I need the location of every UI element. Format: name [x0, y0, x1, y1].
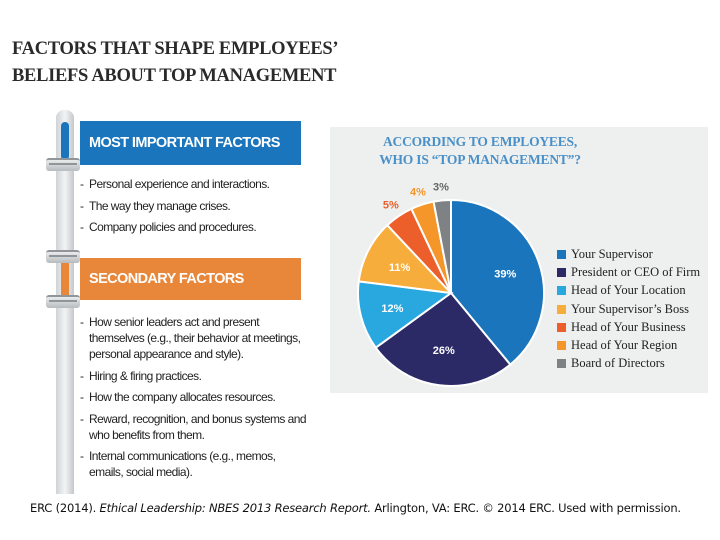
title-line-2: BELIEFS ABOUT TOP MANAGEMENT — [12, 66, 337, 86]
most-important-heading: MOST IMPORTANT FACTORS — [80, 121, 301, 165]
legend-label: Your Supervisor — [571, 246, 653, 261]
pie-slice — [374, 291, 512, 387]
legend-item: President or CEO of Firm — [557, 263, 700, 281]
legend-label: Head of Your Region — [571, 338, 678, 353]
secondary-heading: SECONDARY FACTORS — [80, 258, 301, 300]
pie-chart: 39% 26% 12% 11% 5% 4% 3% — [357, 182, 545, 387]
list-item: Company policies and procedures. — [80, 219, 310, 235]
pie-slice — [432, 198, 452, 294]
chart-legend: Your Supervisor President or CEO of Firm H… — [557, 245, 700, 373]
page-title: FACTORS THAT SHAPE EMPLOYEES’ BELIEFS AB… — [12, 36, 339, 90]
legend-item: Your Supervisor — [557, 245, 700, 263]
rail-clamp — [46, 158, 80, 171]
data-label: 11% — [389, 262, 411, 274]
citation-suffix: Arlington, VA: ERC. © 2014 ERC. Used wit… — [374, 501, 681, 515]
citation-prefix: ERC (2014). — [30, 501, 97, 515]
data-label: 3% — [433, 182, 449, 194]
legend-item: Your Supervisor’s Boss — [557, 300, 700, 318]
citation: ERC (2014). Ethical Leadership: NBES 201… — [30, 501, 681, 515]
pie-slice — [357, 280, 454, 350]
list-item: Hiring & firing practices. — [80, 368, 310, 384]
list-item: How the company allocates resources. — [80, 389, 310, 405]
legend-item: Head of Your Location — [557, 282, 700, 300]
rail-accent-blue — [61, 122, 69, 160]
citation-work: Ethical Leadership: NBES 2013 Research R… — [99, 501, 372, 515]
title-line-1: FACTORS THAT SHAPE EMPLOYEES’ — [12, 39, 339, 59]
data-label: 26% — [433, 345, 455, 357]
legend-item: Head of Your Business — [557, 318, 700, 336]
rail-clamp — [46, 250, 80, 263]
most-important-list: Personal experience and interactions. Th… — [80, 176, 310, 241]
list-item: Personal experience and interactions. — [80, 176, 310, 192]
chart-title-line-1: ACCORDING TO EMPLOYEES, — [382, 134, 578, 149]
legend-swatch — [557, 322, 566, 332]
data-label: 5% — [383, 200, 399, 212]
list-item: How senior leaders act and present thems… — [80, 314, 310, 362]
list-item: Reward, recognition, and bonus systems a… — [80, 411, 310, 443]
data-label: 4% — [410, 186, 426, 198]
legend-label: Your Supervisor’s Boss — [571, 301, 689, 316]
legend-item: Head of Your Region — [557, 336, 700, 354]
legend-swatch — [557, 267, 566, 277]
data-label: 39% — [494, 268, 516, 280]
list-item: The way they manage crises. — [80, 198, 310, 214]
pie-slice — [450, 198, 545, 367]
legend-swatch — [557, 249, 566, 259]
chart-title: ACCORDING TO EMPLOYEES, WHO IS “TOP MANA… — [330, 133, 630, 169]
legend-label: Head of Your Location — [571, 283, 686, 298]
chart-title-line-2: WHO IS “TOP MANAGEMENT”? — [379, 152, 581, 167]
legend-swatch — [557, 341, 566, 351]
list-item: Internal communications (e.g., memos, em… — [80, 448, 310, 480]
legend-swatch — [557, 304, 566, 314]
legend-label: Board of Directors — [571, 356, 665, 371]
data-label: 12% — [381, 303, 403, 315]
legend-swatch — [557, 359, 566, 369]
secondary-list: How senior leaders act and present thems… — [80, 314, 310, 486]
legend-item: Board of Directors — [557, 355, 700, 373]
rail-clamp — [46, 295, 80, 308]
legend-label: Head of Your Business — [571, 319, 686, 334]
rail-accent-orange — [61, 258, 69, 296]
legend-swatch — [557, 286, 566, 296]
legend-label: President or CEO of Firm — [571, 264, 701, 279]
